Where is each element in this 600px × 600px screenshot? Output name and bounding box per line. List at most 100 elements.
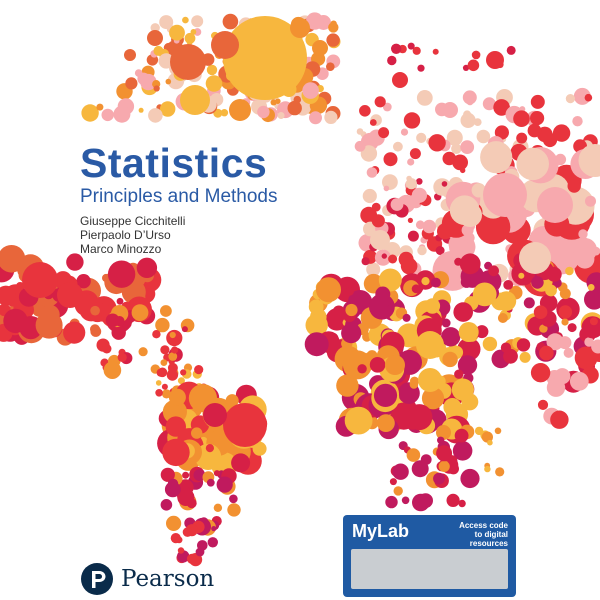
map-bubble <box>3 308 28 334</box>
map-bubble <box>578 144 600 177</box>
map-bubble <box>474 426 484 436</box>
map-bubble <box>452 154 468 171</box>
map-bubble <box>125 77 138 90</box>
map-bubble <box>451 378 474 401</box>
map-bubble <box>467 59 480 72</box>
map-bubble <box>493 99 510 116</box>
map-bubble <box>160 101 176 117</box>
map-bubble <box>378 268 402 292</box>
map-bubble <box>391 43 402 54</box>
map-bubble <box>482 97 496 111</box>
map-bubble <box>383 185 390 192</box>
map-bubble <box>155 380 162 386</box>
map-bubble <box>554 153 567 166</box>
map-bubble <box>567 323 577 333</box>
map-bubble <box>393 486 403 496</box>
map-bubble <box>472 282 497 307</box>
map-bubble <box>516 147 549 181</box>
map-bubble <box>370 230 390 250</box>
map-bubble <box>530 111 545 126</box>
map-bubble <box>166 369 179 381</box>
map-bubble <box>459 253 481 275</box>
map-bubble <box>442 351 458 368</box>
map-bubble <box>530 363 551 383</box>
map-bubble <box>15 282 25 291</box>
map-bubble <box>430 277 441 288</box>
map-bubble <box>436 425 451 440</box>
map-bubble <box>369 293 395 320</box>
map-bubble <box>304 332 329 357</box>
map-bubble <box>559 288 571 300</box>
map-bubble <box>165 78 172 85</box>
mylab-access-card: MyLab Access code to digital resources <box>343 515 516 597</box>
map-bubble <box>589 317 598 326</box>
map-bubble <box>411 460 429 478</box>
map-bubble <box>443 398 462 416</box>
map-bubble <box>537 187 573 223</box>
map-bubble <box>156 368 165 377</box>
map-bubble <box>516 338 531 352</box>
map-bubble <box>428 134 446 152</box>
map-bubble <box>39 304 60 325</box>
book-title: Statistics <box>80 140 268 186</box>
map-bubble <box>360 145 378 162</box>
map-bubble <box>563 347 574 358</box>
map-bubble <box>182 471 190 479</box>
author-name: Marco Minozzo <box>80 242 162 256</box>
map-bubble <box>206 64 218 76</box>
map-bubble <box>175 536 183 544</box>
map-bubble <box>169 24 185 41</box>
map-bubble <box>481 431 493 443</box>
map-bubble <box>558 305 573 319</box>
map-bubble <box>81 104 99 122</box>
map-bubble <box>378 127 390 139</box>
map-bubble <box>416 90 433 106</box>
map-bubble <box>572 116 583 127</box>
map-bubble <box>438 460 450 472</box>
map-bubble <box>171 346 179 354</box>
map-bubble <box>386 304 395 313</box>
map-bubble <box>400 128 409 136</box>
map-bubble <box>57 282 83 308</box>
map-bubble <box>405 178 417 190</box>
map-bubble <box>531 276 544 289</box>
map-bubble <box>153 45 164 56</box>
map-bubble <box>131 304 149 321</box>
map-bubble <box>407 158 415 166</box>
map-bubble <box>573 238 597 262</box>
map-bubble <box>458 322 479 342</box>
map-bubble <box>460 276 473 288</box>
map-bubble <box>591 339 600 354</box>
map-bubble <box>158 53 174 69</box>
map-bubble <box>496 291 517 311</box>
map-bubble <box>345 287 354 296</box>
map-bubble <box>421 387 445 410</box>
map-bubble <box>96 103 104 111</box>
map-bubble <box>220 109 229 117</box>
map-bubble <box>473 118 482 126</box>
map-bubble <box>435 246 445 255</box>
map-bubble <box>362 188 377 204</box>
map-bubble <box>229 99 251 121</box>
map-bubble <box>180 85 210 115</box>
map-bubble <box>168 388 186 406</box>
map-bubble <box>411 187 427 203</box>
map-bubble <box>366 262 381 277</box>
map-bubble <box>418 493 433 508</box>
map-bubble <box>326 33 340 47</box>
map-bubble <box>211 31 239 59</box>
map-bubble <box>182 527 193 537</box>
map-bubble <box>107 260 136 288</box>
map-bubble <box>161 389 172 399</box>
map-bubble <box>168 352 178 361</box>
map-bubble <box>417 64 425 72</box>
map-bubble <box>462 90 477 105</box>
map-bubble <box>487 439 493 446</box>
map-bubble <box>567 179 581 193</box>
author-name: Pierpaolo D’Urso <box>80 228 171 242</box>
mylab-name: MyLab <box>352 521 410 541</box>
map-bubble <box>186 553 198 565</box>
map-bubble <box>160 345 170 355</box>
map-bubble <box>464 232 475 244</box>
map-bubble <box>495 467 505 477</box>
